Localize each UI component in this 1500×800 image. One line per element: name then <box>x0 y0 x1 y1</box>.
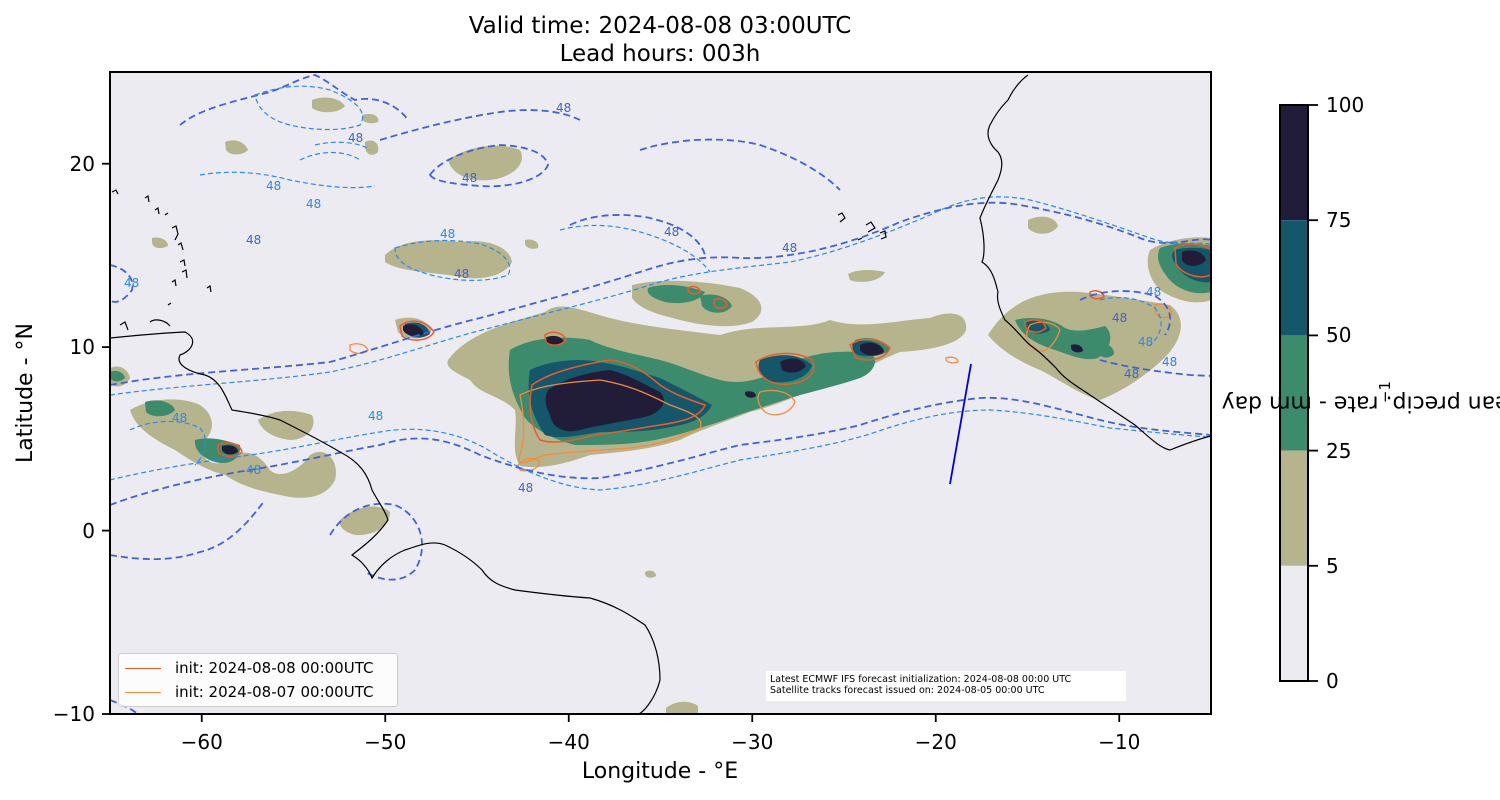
contour-label: 48 <box>556 101 571 115</box>
map-frame <box>109 71 1212 715</box>
forecast-contours-latest <box>217 243 1211 458</box>
colorbar-tick-label: 50 <box>1326 323 1352 347</box>
y-tick-label: 10 <box>70 335 95 359</box>
forecast-info-box: Latest ECMWF IFS forecast initialization… <box>766 671 1126 701</box>
contour-label: 48 <box>782 241 797 255</box>
plot-title-lead-hours: Lead hours: 003h <box>559 41 761 67</box>
contour-label: 48 <box>1146 285 1161 299</box>
x-tick-label: −50 <box>364 730 406 754</box>
y-tick-label: 0 <box>82 519 95 543</box>
colorbar-bin-50-75 <box>1280 220 1308 336</box>
forecast-contours-previous <box>349 303 1173 472</box>
colorbar-tick-label: 75 <box>1326 208 1352 232</box>
colorbar-frame <box>1279 104 1309 682</box>
contour-label: 48 <box>246 463 261 477</box>
dashed-contours-thick <box>110 74 1211 714</box>
colorbar-bin-75-100 <box>1280 105 1308 221</box>
legend-label: init: 2024-08-08 00:00UTC <box>175 659 374 677</box>
plot-title-valid-time: Valid time: 2024-08-08 03:00UTC <box>468 13 852 39</box>
info-satellite-text: Satellite tracks forecast issued on: 202… <box>770 685 1045 696</box>
y-tick-marks <box>102 162 110 715</box>
contour-label: 48 <box>124 276 139 290</box>
coastlines <box>110 74 1211 714</box>
legend-entry: init: 2024-08-07 00:00UTC <box>125 681 373 703</box>
x-axis-label: Longitude - °E <box>582 759 738 784</box>
dashed-contours-thin <box>110 85 1211 491</box>
x-tick-label: −10 <box>1098 730 1140 754</box>
x-tick-label: −40 <box>548 730 590 754</box>
legend-line-previous <box>125 691 161 693</box>
map-content: 48 48 48 48 48 48 48 48 48 48 48 48 48 4… <box>110 74 1211 714</box>
x-tick-label: −30 <box>731 730 773 754</box>
satellite-track <box>949 363 972 485</box>
colorbar-tick-label: 100 <box>1326 93 1365 117</box>
contour-labels: 48 48 48 48 48 48 48 48 48 48 48 48 48 4… <box>124 101 1177 495</box>
contour-label: 48 <box>1112 311 1127 325</box>
legend-label: init: 2024-08-07 00:00UTC <box>175 683 374 701</box>
colorbar-label-text: mean precip. rate - mm day <box>1221 390 1500 416</box>
x-tick-labels: −60 −50 −40 −30 −20 −10 <box>181 730 1141 754</box>
legend-entry: init: 2024-08-08 00:00UTC <box>125 657 373 679</box>
info-initialization-text: Latest ECMWF IFS forecast initialization… <box>770 674 1072 685</box>
legend-line-latest <box>125 667 161 669</box>
contour-label: 48 <box>664 225 679 239</box>
contour-label: 48 <box>1162 355 1177 369</box>
colorbar-bin-25-50 <box>1280 335 1308 451</box>
contour-label: 48 <box>306 197 321 211</box>
contour-label: 48 <box>266 179 281 193</box>
colorbar-bin-0-5 <box>1280 565 1308 681</box>
y-axis-label: Latitude - °N <box>13 323 38 463</box>
colorbar-tick-label: 25 <box>1326 439 1352 463</box>
x-tick-label: −20 <box>915 730 957 754</box>
contour-label: 48 <box>518 481 533 495</box>
contour-label: 48 <box>368 409 383 423</box>
x-tick-marks <box>200 714 1121 722</box>
contour-label: 48 <box>462 171 477 185</box>
colorbar-tick-label: 5 <box>1326 554 1339 578</box>
contour-label: 48 <box>1138 335 1153 349</box>
map-legend: init: 2024-08-08 00:00UTC init: 2024-08-… <box>118 653 398 707</box>
colorbar-tick-label: 0 <box>1326 669 1339 693</box>
contour-label: 48 <box>172 411 187 425</box>
y-tick-labels: 20 10 0 −10 <box>53 152 95 726</box>
contour-label: 48 <box>348 131 363 145</box>
y-tick-label: −10 <box>53 702 95 726</box>
colorbar <box>1279 104 1318 682</box>
precip-75-100-field <box>222 250 1206 455</box>
x-tick-label: −60 <box>181 730 223 754</box>
contour-label: 48 <box>246 233 261 247</box>
colorbar-bin-5-25 <box>1280 450 1308 566</box>
contour-label: 48 <box>454 267 469 281</box>
y-tick-label: 20 <box>70 152 95 176</box>
contour-label: 48 <box>440 227 455 241</box>
contour-label: 48 <box>1124 367 1139 381</box>
